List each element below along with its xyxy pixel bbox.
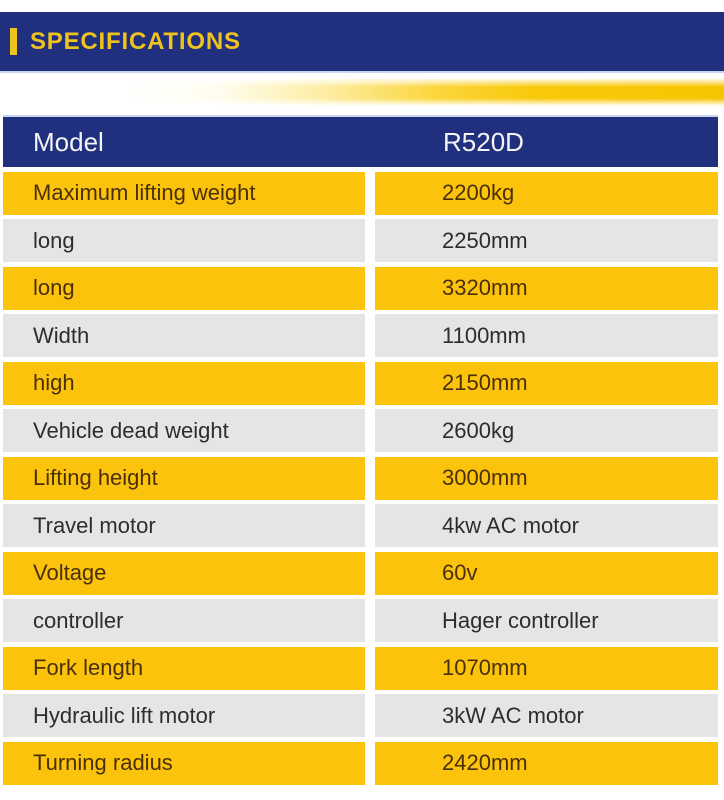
- table-row: Width 1100mm: [3, 314, 718, 357]
- table-row: Vehicle dead weight 2600kg: [3, 409, 718, 452]
- table-row: Fork length 1070mm: [3, 646, 718, 690]
- table-row: long 2250mm: [3, 219, 718, 262]
- spec-value-cell: 1070mm: [375, 646, 718, 690]
- table-row: Turning radius 2420mm: [3, 741, 718, 785]
- spec-value-cell: 2600kg: [375, 409, 718, 452]
- spec-value-cell: 1100mm: [375, 314, 718, 357]
- table-row: Hydraulic lift motor 3kW AC motor: [3, 694, 718, 737]
- spec-value-cell: Hager controller: [375, 599, 718, 642]
- table-row: long 3320mm: [3, 266, 718, 310]
- table-row: Lifting height 3000mm: [3, 456, 718, 500]
- spec-value-cell: 2250mm: [375, 219, 718, 262]
- spec-value-cell: 2420mm: [375, 741, 718, 785]
- table-row: Travel motor 4kw AC motor: [3, 504, 718, 547]
- spec-value-cell: 2150mm: [375, 361, 718, 405]
- spec-label-cell: long: [3, 219, 365, 262]
- accent-bar-icon: [10, 28, 17, 55]
- table-header-model-label: Model: [33, 127, 104, 157]
- spec-value-cell: 4kw AC motor: [375, 504, 718, 547]
- spec-value-cell: 3kW AC motor: [375, 694, 718, 737]
- page-title: SPECIFICATIONS: [30, 27, 241, 55]
- spec-label-cell: high: [3, 361, 365, 405]
- spec-label-cell: Voltage: [3, 551, 365, 595]
- table-header-model-value: R520D: [443, 127, 524, 157]
- spec-label-cell: long: [3, 266, 365, 310]
- table-row: high 2150mm: [3, 361, 718, 405]
- spec-label-cell: Turning radius: [3, 741, 365, 785]
- spec-label-cell: Hydraulic lift motor: [3, 694, 365, 737]
- table-row: Voltage 60v: [3, 551, 718, 595]
- spec-value-cell: 2200kg: [375, 171, 718, 215]
- spec-label-cell: Travel motor: [3, 504, 365, 547]
- table-row: Maximum lifting weight 2200kg: [3, 171, 718, 215]
- spec-value-cell: 3000mm: [375, 456, 718, 500]
- spec-label-cell: Fork length: [3, 646, 365, 690]
- spec-value-cell: 60v: [375, 551, 718, 595]
- spec-table: Model R520D Maximum lifting weight 2200k…: [3, 115, 718, 785]
- gradient-divider: [0, 78, 724, 106]
- specifications-banner: SPECIFICATIONS: [0, 12, 724, 73]
- spec-label-cell: Width: [3, 314, 365, 357]
- spec-label-cell: Maximum lifting weight: [3, 171, 365, 215]
- spec-label-cell: Lifting height: [3, 456, 365, 500]
- spec-label-cell: Vehicle dead weight: [3, 409, 365, 452]
- spec-value-cell: 3320mm: [375, 266, 718, 310]
- spec-label-cell: controller: [3, 599, 365, 642]
- table-row: controller Hager controller: [3, 599, 718, 642]
- table-header-row: Model R520D: [3, 115, 718, 167]
